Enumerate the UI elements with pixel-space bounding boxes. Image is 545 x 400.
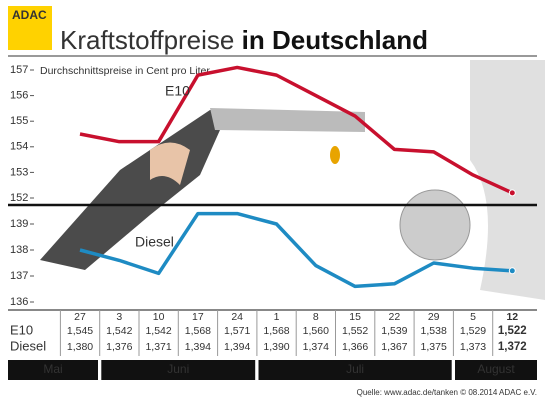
value-label: 1,571 — [224, 325, 250, 337]
y2-tick-label: 138 — [10, 244, 28, 256]
value-label: 1,371 — [145, 341, 171, 353]
value-label: 1,380 — [67, 341, 93, 353]
y-tick-label: 154 — [10, 141, 28, 153]
x-tick-label: 29 — [428, 311, 440, 323]
month-label: Mai — [43, 362, 62, 376]
x-tick-label: 24 — [231, 311, 243, 323]
month-label: Juni — [167, 362, 189, 376]
title-main: Kraftstoffpreise — [60, 25, 234, 55]
series-label: E10 — [165, 83, 190, 99]
value-label: 1,539 — [381, 325, 407, 337]
month-band — [101, 360, 256, 380]
value-label: 1,366 — [342, 341, 368, 353]
brand: ADAC — [12, 8, 47, 22]
title-bold: in Deutschland — [242, 25, 428, 55]
subtitle: Durchschnittspreise in Cent pro Liter — [40, 65, 210, 77]
x-tick-label: 8 — [313, 311, 319, 323]
value-label: 1,375 — [421, 341, 447, 353]
y2-tick-label: 139 — [10, 218, 28, 230]
value-label: 1,542 — [106, 325, 132, 337]
x-tick-label: 15 — [349, 311, 361, 323]
value-label: 1,552 — [342, 325, 368, 337]
value-label: 1,545 — [67, 325, 93, 337]
x-tick-label: 5 — [470, 311, 476, 323]
end-marker — [508, 267, 516, 275]
x-tick-label: 3 — [116, 311, 122, 323]
y2-tick-label: 137 — [10, 270, 28, 282]
row-label: E10 — [10, 322, 33, 337]
month-band — [258, 360, 452, 380]
value-label: 1,374 — [303, 341, 329, 353]
logo — [8, 6, 52, 50]
x-tick-label: 27 — [74, 311, 86, 323]
pump-illustration — [40, 60, 545, 300]
value-label: 1,522 — [498, 325, 527, 337]
x-tick-label: 17 — [192, 311, 204, 323]
value-label: 1,529 — [460, 325, 486, 337]
chart-title: Kraftstoffpreise in Deutschland — [60, 25, 428, 55]
row-label: Diesel — [10, 338, 46, 353]
x-tick-label: 22 — [389, 311, 401, 323]
value-label: 1,568 — [263, 325, 289, 337]
end-marker — [508, 189, 516, 197]
value-label: 1,376 — [106, 341, 132, 353]
value-label: 1,394 — [185, 341, 211, 353]
value-label: 1,394 — [224, 341, 250, 353]
value-label: 1,542 — [145, 325, 171, 337]
series-line — [79, 65, 514, 195]
value-label: 1,372 — [498, 341, 527, 353]
y2-tick-label: 136 — [10, 296, 28, 308]
y-tick-label: 153 — [10, 166, 28, 178]
value-label: 1,568 — [185, 325, 211, 337]
x-tick-label: 1 — [274, 311, 280, 323]
series-line — [79, 211, 513, 289]
y-tick-label: 155 — [10, 115, 28, 127]
y-tick-label: 157 — [10, 64, 28, 76]
series-label: Diesel — [135, 234, 174, 250]
value-label: 1,390 — [263, 341, 289, 353]
month-label: August — [477, 362, 515, 376]
source: Quelle: www.adac.de/tanken © 08.2014 ADA… — [357, 388, 537, 397]
month-label: Juli — [346, 362, 364, 376]
value-label: 1,560 — [303, 325, 329, 337]
month-band — [455, 360, 537, 380]
value-label: 1,538 — [421, 325, 447, 337]
x-tick-label: 10 — [153, 311, 165, 323]
value-label: 1,373 — [460, 341, 486, 353]
x-tick-label: 12 — [506, 311, 518, 323]
month-band — [8, 360, 98, 380]
y-tick-label: 152 — [10, 192, 28, 204]
y-tick-label: 156 — [10, 90, 28, 102]
value-label: 1,367 — [381, 341, 407, 353]
